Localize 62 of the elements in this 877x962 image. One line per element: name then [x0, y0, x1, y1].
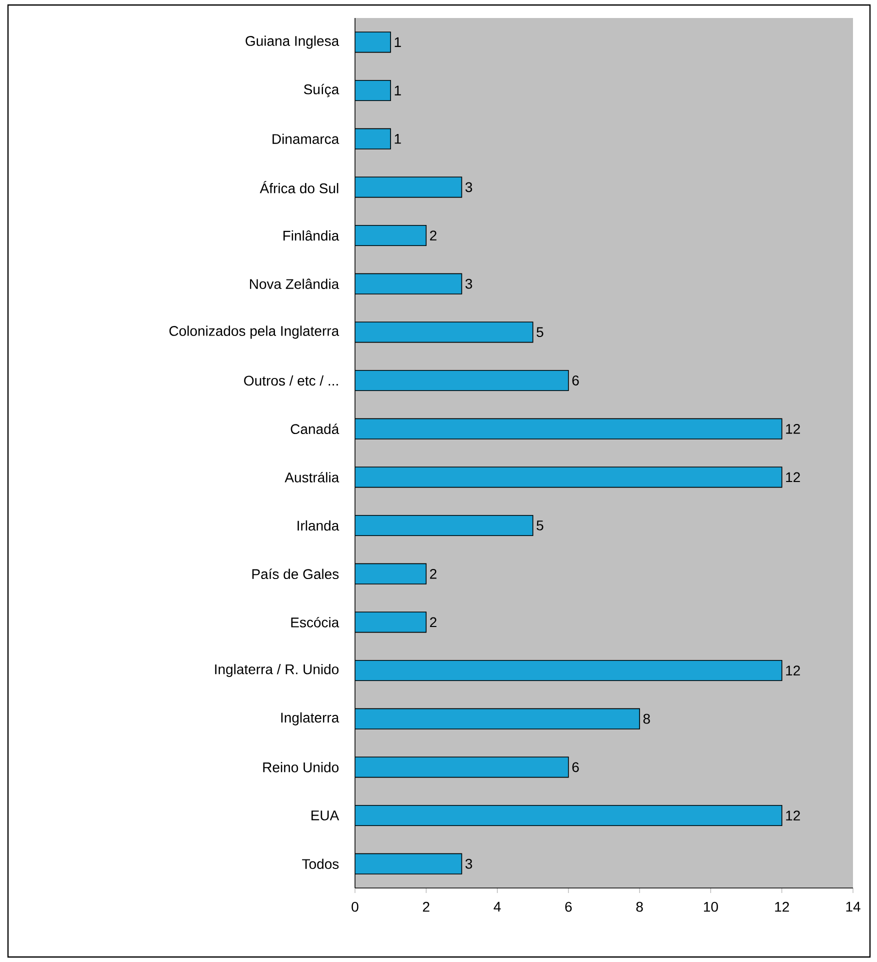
data-label: 3: [465, 278, 472, 289]
y-tick-label: País de Gales: [252, 568, 339, 580]
x-tick-label: 10: [704, 902, 718, 912]
y-tick-label: EUA: [312, 810, 340, 820]
data-label: 12: [786, 666, 800, 676]
data-label: 3: [465, 858, 472, 869]
data-label: 12: [786, 424, 800, 434]
data-label: 12: [786, 472, 800, 482]
y-tick-label: Inglaterra / R. Unido: [215, 664, 339, 678]
bar: [355, 708, 640, 730]
bar: [355, 660, 782, 682]
bar: [355, 804, 782, 826]
data-label: 1: [394, 134, 401, 144]
bar: [355, 563, 427, 584]
data-label: 5: [536, 520, 544, 530]
data-label: 2: [430, 230, 436, 240]
y-tick-label: África do Sul: [260, 181, 338, 194]
y-tick-label: Inglaterra: [281, 712, 340, 726]
y-tick-label: Escócia: [291, 616, 340, 628]
y-tick-label: Nova Zelândia: [250, 278, 340, 289]
x-tick-label: 12: [775, 902, 789, 912]
bar: [355, 128, 391, 150]
x-tick-label: 4: [494, 902, 501, 912]
bar: [355, 853, 462, 874]
bar: [355, 322, 534, 343]
x-tick-label: 8: [636, 902, 643, 912]
data-label: 6: [572, 762, 579, 772]
bar: [355, 224, 427, 246]
x-tick-label: 0: [352, 902, 358, 912]
y-tick-label: Irlanda: [298, 520, 340, 531]
data-label: 1: [394, 37, 401, 47]
bar: [355, 612, 427, 633]
x-tick-label: 6: [565, 902, 572, 912]
data-label: 2: [430, 568, 436, 579]
bar: [355, 32, 391, 53]
data-label: 12: [786, 810, 800, 820]
data-label: 6: [572, 376, 579, 386]
y-tick-label: Dinamarca: [272, 134, 340, 144]
bar: [355, 273, 462, 294]
data-label: 5: [536, 327, 544, 338]
y-tick-label: Austrália: [284, 472, 340, 482]
bar: [355, 370, 569, 392]
y-tick-label: Todos: [302, 858, 339, 869]
data-label: 1: [394, 86, 401, 96]
x-tick-label: 2: [422, 902, 430, 912]
bar: [355, 466, 782, 488]
data-label: 3: [465, 182, 472, 192]
y-tick-label: Colonizados pela Inglaterra: [169, 326, 340, 339]
bar: [355, 176, 462, 198]
y-tick-label: Finlândia: [283, 230, 340, 241]
bar: [355, 80, 391, 102]
y-tick-label: Guiana Inglesa: [246, 36, 340, 49]
y-tick-label: Suíça: [304, 84, 340, 98]
x-tick-label: 14: [846, 902, 860, 912]
data-label: 8: [643, 714, 650, 724]
y-tick-label: Canadá: [290, 424, 340, 434]
bar: [355, 756, 569, 778]
y-tick-label: Reino Unido: [263, 762, 339, 772]
bar: [355, 418, 782, 440]
bar: [355, 514, 534, 536]
y-tick-label: Outros / etc / ...: [244, 375, 338, 386]
data-label: 2: [430, 617, 436, 628]
